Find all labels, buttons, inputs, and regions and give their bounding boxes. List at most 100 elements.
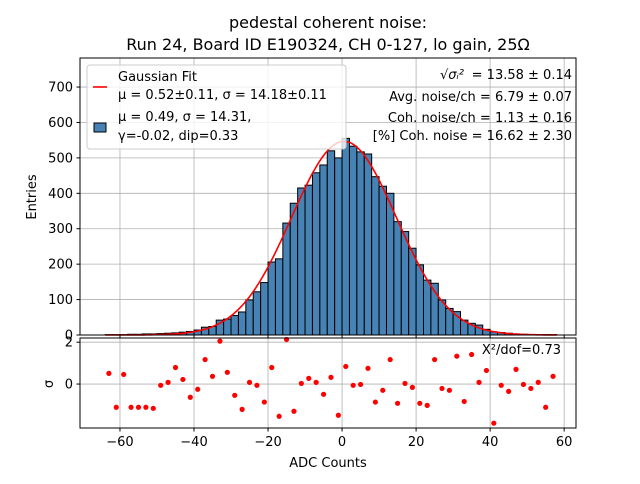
residual-point xyxy=(158,383,163,388)
residual-point xyxy=(543,405,548,410)
avg-noise: Avg. noise/ch = 6.79 ± 0.07 xyxy=(389,90,572,105)
residual-point xyxy=(217,339,222,344)
residual-point xyxy=(373,399,378,404)
residual-point xyxy=(151,406,156,411)
residual-point xyxy=(358,382,363,387)
histogram-bar xyxy=(261,283,268,335)
residual-point xyxy=(180,377,185,382)
residual-point xyxy=(417,401,422,406)
residual-point xyxy=(269,365,274,370)
residual-point xyxy=(513,367,518,372)
residual-point xyxy=(439,386,444,391)
residual-point xyxy=(210,374,215,379)
histogram-bar xyxy=(268,262,275,335)
histogram-bar xyxy=(327,151,334,335)
legend-hist-patch-icon xyxy=(94,123,106,132)
residual-point xyxy=(499,383,504,388)
residual-point xyxy=(528,386,533,391)
residual-point xyxy=(351,383,356,388)
residual-point xyxy=(365,366,370,371)
histogram-bar xyxy=(342,138,349,335)
coh-noise-percent: [%] Coh. noise = 16.62 ± 2.30 xyxy=(373,129,572,144)
y-tick-label: 500 xyxy=(48,151,73,166)
histogram-bar xyxy=(290,203,297,335)
residual-point xyxy=(165,380,170,385)
histogram-bar xyxy=(224,319,231,335)
residual-point xyxy=(247,380,252,385)
residual-point xyxy=(380,388,385,393)
x-tick-label: −60 xyxy=(106,435,133,450)
histogram-bar xyxy=(409,248,416,335)
residual-point xyxy=(447,388,452,393)
histogram-bar xyxy=(349,146,356,335)
histogram-bar xyxy=(379,186,386,335)
histogram-bar xyxy=(283,223,290,335)
residual-point xyxy=(462,399,467,404)
residual-point xyxy=(188,395,193,400)
residual-point xyxy=(291,409,296,414)
residual-point xyxy=(432,357,437,362)
histogram-bar xyxy=(364,154,371,335)
residual-point xyxy=(328,375,333,380)
residual-point xyxy=(240,407,245,412)
y-tick-label: 2 xyxy=(65,336,73,351)
y-tick-label: 300 xyxy=(48,222,73,237)
x-axis-label: ADC Counts xyxy=(289,456,367,471)
histogram-bar xyxy=(423,280,430,335)
residual-point xyxy=(343,364,348,369)
residual-point xyxy=(203,357,208,362)
y-tick-label: 200 xyxy=(48,258,73,273)
sigma-value: = 13.58 ± 0.14 xyxy=(472,68,572,83)
residual-point xyxy=(484,368,489,373)
legend: Gaussian Fit μ = 0.52±0.11, σ = 14.18±0.… xyxy=(87,65,346,149)
residual-point xyxy=(395,401,400,406)
residual-point xyxy=(173,365,178,370)
histogram-bar xyxy=(320,165,327,335)
chart-title-line1: pedestal coherent noise: xyxy=(229,13,427,32)
histogram-bar xyxy=(246,300,253,335)
residual-point xyxy=(336,413,341,418)
residual-point xyxy=(506,389,511,394)
residual-point xyxy=(195,387,200,392)
residual-point xyxy=(106,371,111,376)
histogram-bar xyxy=(231,316,238,335)
histogram-bar xyxy=(253,292,260,335)
x-tick-label: −40 xyxy=(180,435,207,450)
legend-fit-params: μ = 0.52±0.11, σ = 14.18±0.11 xyxy=(118,88,327,103)
histogram-bar xyxy=(357,152,364,335)
residual-point xyxy=(410,385,415,390)
residual-point xyxy=(136,405,141,410)
y-tick-label: 0 xyxy=(65,378,73,393)
residual-point xyxy=(469,352,474,357)
residual-point xyxy=(128,405,133,410)
residual-point xyxy=(306,376,311,381)
residual-point xyxy=(550,374,555,379)
histogram-bar xyxy=(372,177,379,335)
residual-point xyxy=(425,403,430,408)
residual-point xyxy=(232,393,237,398)
histogram-bar xyxy=(298,188,305,335)
y-tick-label: 700 xyxy=(48,81,73,96)
residual-point xyxy=(521,382,526,387)
residual-point xyxy=(402,381,407,386)
x-tick-label: −20 xyxy=(254,435,281,450)
y-axis-label: Entries xyxy=(25,174,40,220)
residual-point xyxy=(388,357,393,362)
histogram-bar xyxy=(238,312,245,335)
residual-point xyxy=(277,414,282,419)
y-tick-label: 100 xyxy=(48,293,73,308)
histogram-bar xyxy=(416,265,423,335)
residual-point xyxy=(454,354,459,359)
legend-fit-label: Gaussian Fit xyxy=(118,70,197,85)
x-tick-label: 60 xyxy=(556,435,573,450)
histogram-bar xyxy=(275,259,282,335)
coh-noise: Coh. noise/ch = 1.13 ± 0.16 xyxy=(388,111,572,126)
histogram-bar xyxy=(394,222,401,335)
histogram-bar xyxy=(312,173,319,335)
residual-point xyxy=(114,405,119,410)
residual-point xyxy=(299,381,304,386)
y-tick-label: 600 xyxy=(48,116,73,131)
legend-hist-line2: γ=-0.02, dip=0.33 xyxy=(118,129,238,144)
residual-y-label: σ xyxy=(42,380,57,388)
